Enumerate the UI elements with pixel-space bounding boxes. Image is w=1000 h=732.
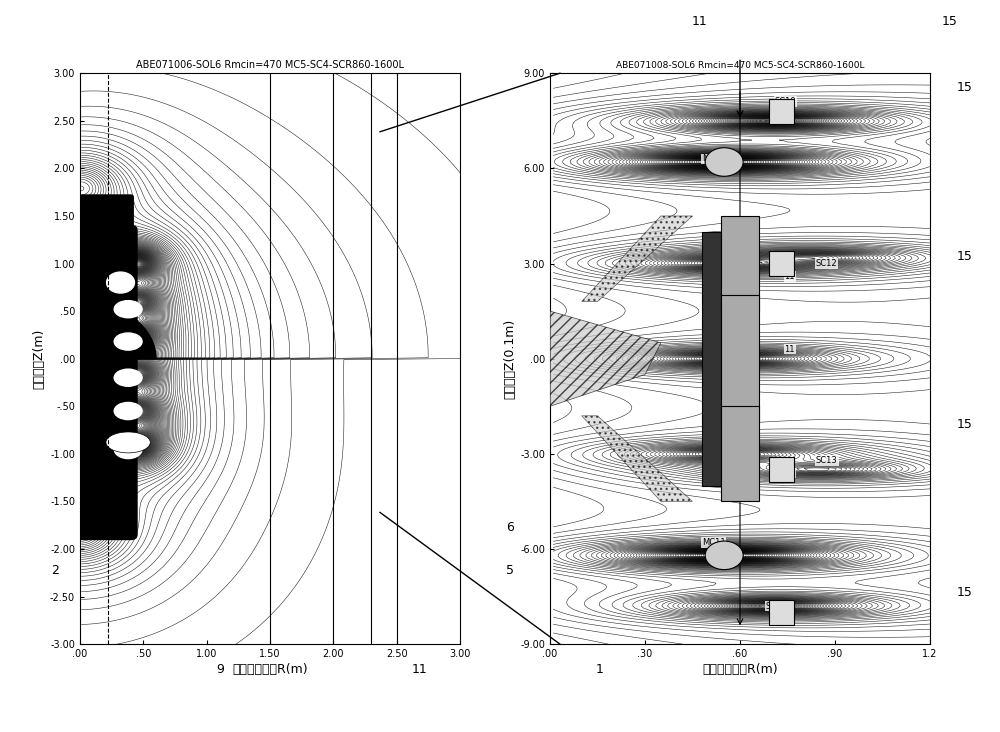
Text: MC11: MC11 [702, 538, 726, 547]
Bar [702, 232, 721, 485]
Text: 15: 15 [942, 15, 958, 29]
Text: SC11: SC11 [765, 602, 787, 610]
Bar [768, 251, 794, 276]
Y-axis label: 轴向位置Z(m): 轴向位置Z(m) [33, 329, 46, 389]
Ellipse shape [114, 333, 142, 350]
Text: 11: 11 [784, 468, 795, 477]
Text: 15: 15 [957, 418, 973, 431]
Text: 1: 1 [596, 663, 604, 676]
FancyBboxPatch shape [76, 225, 137, 539]
Ellipse shape [114, 369, 142, 386]
Bar [768, 600, 794, 625]
Bar [721, 295, 759, 422]
Text: MC30: MC30 [727, 338, 751, 347]
Text: 5: 5 [506, 564, 514, 578]
Text: 11: 11 [412, 663, 428, 676]
Text: SC12: SC12 [816, 259, 838, 268]
Y-axis label: 轴向位置Z(0.1m): 轴向位置Z(0.1m) [503, 318, 516, 399]
Ellipse shape [705, 148, 743, 176]
Title: ABE071006-SOL6 Rmcin=470 MC5-SC4-SCR860-1600L: ABE071006-SOL6 Rmcin=470 MC5-SC4-SCR860-… [136, 59, 404, 70]
Text: 11: 11 [784, 272, 795, 280]
Bar [721, 406, 759, 501]
Bar [768, 99, 794, 124]
Polygon shape [582, 216, 692, 302]
Text: 6: 6 [506, 520, 514, 534]
Bar [721, 216, 759, 311]
Text: 9: 9 [216, 663, 224, 676]
Text: MC10: MC10 [702, 154, 726, 163]
Text: MC20: MC20 [727, 243, 751, 252]
Text: 11: 11 [692, 15, 708, 29]
Text: MC21: MC21 [727, 433, 751, 442]
Ellipse shape [114, 301, 142, 318]
Ellipse shape [114, 439, 142, 458]
FancyBboxPatch shape [80, 195, 133, 232]
Text: 15: 15 [957, 586, 973, 600]
Text: 15: 15 [957, 81, 973, 94]
Ellipse shape [107, 272, 134, 293]
X-axis label: 半径方向位置R(m): 半径方向位置R(m) [232, 663, 308, 676]
Ellipse shape [114, 403, 142, 419]
Polygon shape [582, 416, 692, 501]
Ellipse shape [705, 541, 743, 569]
Text: SC10: SC10 [775, 97, 796, 106]
Text: 2: 2 [51, 564, 59, 578]
Title: ABE071008-SOL6 Rmcin=470 MC5-SC4-SCR860-1600L: ABE071008-SOL6 Rmcin=470 MC5-SC4-SCR860-… [616, 61, 864, 70]
Text: 11: 11 [784, 345, 795, 354]
Polygon shape [550, 311, 661, 406]
Text: SC13: SC13 [816, 456, 838, 465]
Wedge shape [4, 302, 156, 359]
Bar [768, 457, 794, 482]
Text: 15: 15 [957, 250, 973, 263]
Ellipse shape [106, 432, 150, 453]
X-axis label: 半径方向位置R(m): 半径方向位置R(m) [702, 663, 778, 676]
